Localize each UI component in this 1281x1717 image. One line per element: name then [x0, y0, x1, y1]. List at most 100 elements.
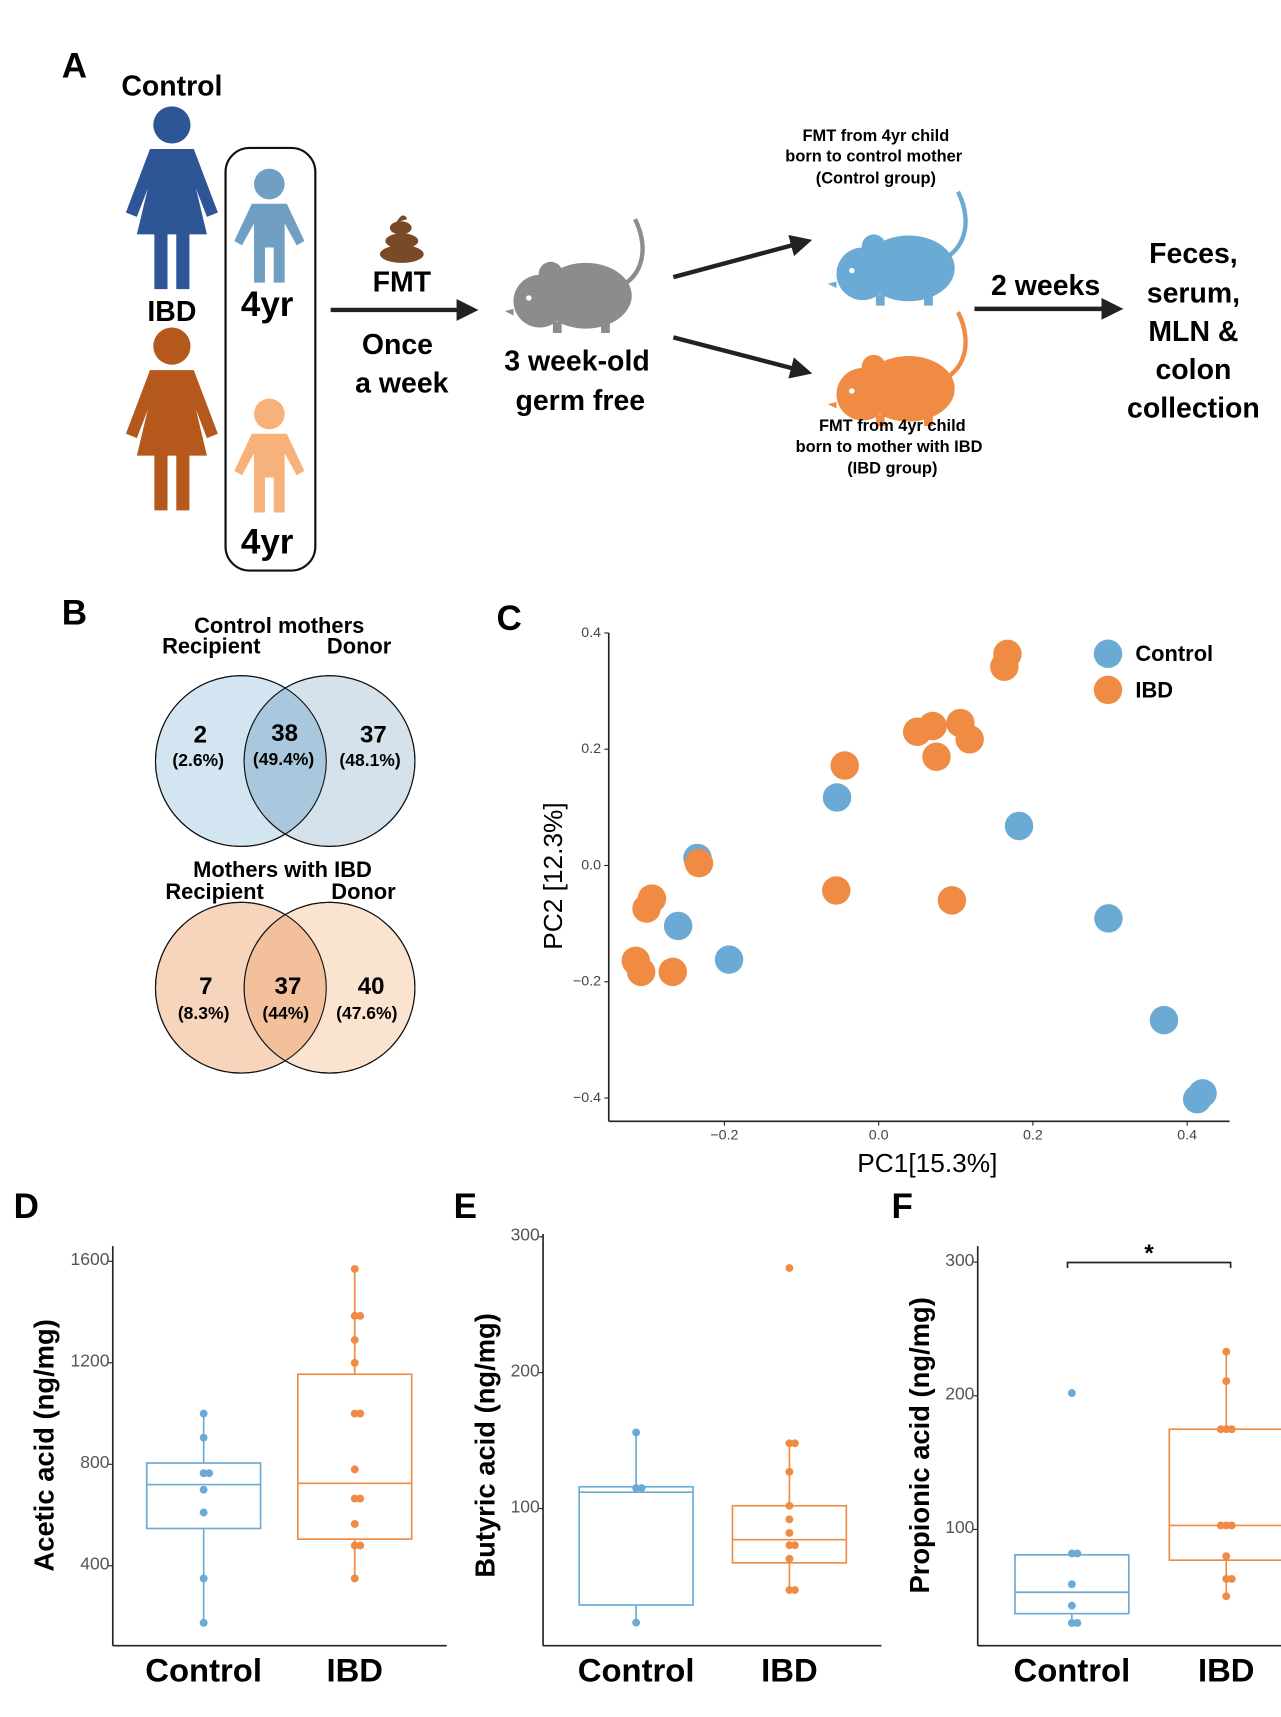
venn-outline [243, 675, 416, 848]
point [658, 957, 687, 987]
group-label: (IBD group) [847, 460, 937, 478]
box [1168, 1428, 1281, 1561]
x-tick-label: Control [1014, 1651, 1131, 1688]
point [785, 1529, 794, 1537]
point [356, 1409, 365, 1418]
germ-free-mouse [505, 219, 643, 333]
x-tick-label: 0.2 [1023, 1128, 1043, 1144]
panel-label: A [62, 46, 87, 85]
y-axis-label: Propionic acid (ng/mg) [904, 1297, 935, 1593]
x-tick-label: Control [578, 1651, 695, 1688]
point [785, 1439, 794, 1448]
point [785, 1586, 794, 1594]
point [199, 1433, 208, 1442]
point [350, 1574, 359, 1583]
point [350, 1494, 359, 1503]
venn-count: 40 [358, 973, 385, 1000]
panel-label: E [454, 1187, 477, 1226]
control-mouse [828, 192, 966, 306]
point [1222, 1425, 1231, 1434]
venn-count: 7 [199, 973, 212, 1000]
y-tick-label: 0.4 [581, 625, 601, 641]
child-label: 4yr [241, 523, 294, 562]
x-tick-label: 0.0 [869, 1128, 889, 1144]
transfer-label: a week [355, 367, 449, 399]
stool-icon [379, 215, 424, 263]
point [637, 1484, 646, 1493]
point [1073, 1619, 1082, 1627]
point [785, 1501, 794, 1510]
point [785, 1554, 794, 1563]
point [790, 1541, 799, 1550]
venn-label: Donor [327, 634, 392, 659]
group-label: FMT from 4yr child [803, 127, 950, 145]
venn-label: Recipient [162, 634, 261, 659]
venn-label: Recipient [165, 879, 264, 904]
panel-label: D [14, 1187, 39, 1226]
point [356, 1311, 365, 1320]
point [785, 1515, 794, 1524]
point [714, 945, 744, 974]
outcome-label: colon [1155, 354, 1231, 386]
y-tick-label: 200 [511, 1360, 540, 1380]
point [199, 1618, 208, 1627]
point [1222, 1592, 1231, 1601]
y-axis-label: Butyric acid (ng/mg) [470, 1313, 501, 1578]
venn-outline [154, 901, 327, 1074]
point [350, 1541, 359, 1550]
point [918, 711, 947, 741]
point [937, 886, 967, 915]
point [790, 1586, 799, 1594]
point [1222, 1521, 1231, 1530]
point [1067, 1580, 1076, 1589]
y-tick-label: 0.0 [581, 857, 601, 873]
y-tick-label: 200 [945, 1384, 974, 1404]
outcome-label: Feces, [1149, 238, 1238, 270]
point [1004, 811, 1034, 841]
point [922, 742, 951, 772]
point [990, 652, 1019, 681]
point [1222, 1552, 1231, 1561]
legend-swatch [1093, 675, 1123, 705]
transfer-label: Once [362, 329, 433, 361]
venn-count: 38 [271, 720, 298, 747]
point [356, 1541, 365, 1550]
outcome-label: collection [1127, 393, 1260, 425]
child-label: 4yr [241, 285, 294, 324]
group-label: born to mother with IBD [796, 438, 983, 456]
point [1222, 1574, 1231, 1583]
point [1222, 1347, 1231, 1356]
outcome-label: MLN & [1148, 316, 1238, 348]
venn-percent: (8.3%) [178, 1003, 230, 1023]
venn-percent: (49.4%) [253, 749, 314, 769]
point [1182, 1084, 1212, 1114]
y-tick-label: 400 [80, 1554, 109, 1574]
point [356, 1494, 365, 1503]
y-tick-label: 300 [945, 1250, 974, 1270]
point [632, 1428, 641, 1437]
x-tick-label: −0.2 [710, 1128, 738, 1144]
point [1067, 1389, 1076, 1398]
point [822, 876, 851, 905]
point [785, 1541, 794, 1550]
point [830, 751, 859, 780]
x-tick-label: 0.4 [1177, 1128, 1197, 1144]
point [350, 1311, 359, 1320]
point [199, 1409, 208, 1418]
x-tick-label: IBD [1198, 1651, 1255, 1688]
arrow [672, 234, 813, 280]
point [785, 1264, 794, 1272]
ibd-mouse [828, 312, 966, 426]
point [199, 1469, 208, 1478]
point [1227, 1574, 1236, 1583]
venn-count: 2 [194, 721, 207, 748]
point [1216, 1521, 1225, 1530]
point [350, 1358, 359, 1367]
outcome-label: serum, [1147, 278, 1240, 310]
mother-label: IBD [147, 296, 196, 328]
panel-label: F [891, 1187, 912, 1226]
legend-label: Control [1135, 641, 1213, 666]
y-tick-label: 100 [511, 1496, 540, 1516]
point [626, 957, 656, 987]
